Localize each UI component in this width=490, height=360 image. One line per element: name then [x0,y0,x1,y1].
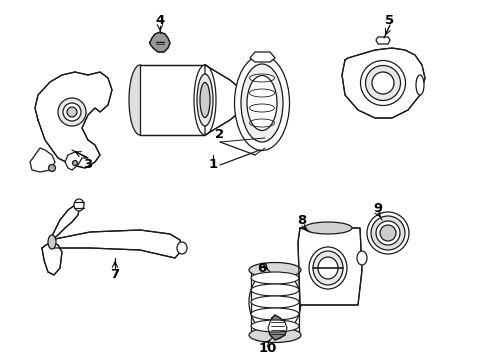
Text: 7: 7 [110,269,120,282]
Ellipse shape [249,270,301,334]
Ellipse shape [249,262,301,278]
Ellipse shape [361,60,406,105]
Ellipse shape [318,257,338,279]
Text: 3: 3 [83,158,93,171]
Ellipse shape [197,74,213,126]
Text: 6: 6 [257,261,267,274]
Polygon shape [172,238,188,254]
Text: 1: 1 [208,158,218,171]
Text: 5: 5 [386,13,394,27]
Ellipse shape [73,161,77,166]
Text: 10: 10 [259,342,277,355]
Polygon shape [150,32,170,52]
Ellipse shape [74,199,84,211]
Ellipse shape [49,165,55,171]
Ellipse shape [371,216,405,250]
Ellipse shape [58,98,86,126]
Ellipse shape [67,107,77,117]
Text: 4: 4 [155,13,165,27]
Polygon shape [140,65,205,135]
Ellipse shape [372,72,394,94]
Ellipse shape [247,76,277,130]
Ellipse shape [241,64,283,142]
Polygon shape [342,48,425,118]
Ellipse shape [376,221,400,245]
Ellipse shape [251,320,299,332]
Ellipse shape [177,242,187,254]
Polygon shape [49,235,91,253]
Ellipse shape [251,284,299,296]
Ellipse shape [380,225,396,241]
Polygon shape [250,52,275,62]
Polygon shape [376,37,390,44]
Polygon shape [205,65,250,135]
Ellipse shape [366,66,400,100]
Polygon shape [140,233,175,247]
Text: 8: 8 [297,213,307,226]
Ellipse shape [200,82,210,117]
Ellipse shape [304,222,352,234]
Ellipse shape [251,296,299,308]
Ellipse shape [235,55,290,150]
Polygon shape [268,315,287,340]
Ellipse shape [309,247,347,289]
Polygon shape [65,152,88,170]
Polygon shape [35,72,112,168]
Ellipse shape [63,103,81,121]
Ellipse shape [251,308,299,320]
Polygon shape [42,242,62,275]
Ellipse shape [129,65,151,135]
Ellipse shape [251,272,299,284]
Ellipse shape [249,328,301,342]
Polygon shape [30,148,55,172]
Ellipse shape [367,212,409,254]
Ellipse shape [313,251,343,285]
Polygon shape [50,230,182,258]
Ellipse shape [357,251,367,265]
Ellipse shape [416,75,424,95]
Text: 2: 2 [216,129,224,141]
Polygon shape [90,233,140,245]
Text: 9: 9 [373,202,383,215]
Ellipse shape [194,65,216,135]
Ellipse shape [48,235,56,249]
Polygon shape [298,228,362,305]
Polygon shape [50,205,80,240]
